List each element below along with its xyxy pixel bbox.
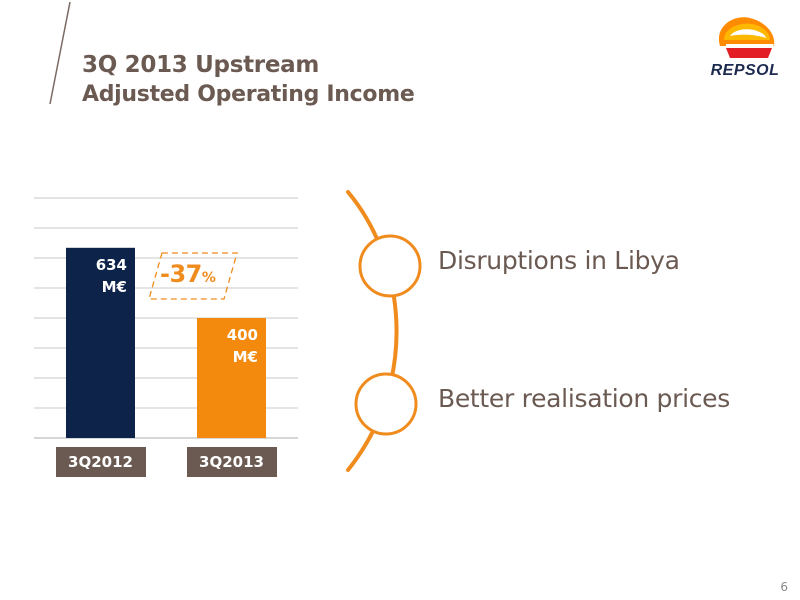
bar-unit-3q2013: M€	[232, 348, 258, 366]
category-label-3q2012: 3Q2012	[55, 447, 146, 477]
bar-value-3q2013: 400	[226, 326, 258, 344]
driver-bullet-circle	[358, 234, 422, 298]
page-title: 3Q 2013 Upstream	[82, 52, 320, 78]
driver-connector	[346, 190, 422, 472]
repsol-logo: REPSOL	[700, 10, 790, 80]
bar-3q2012	[66, 247, 135, 438]
change-callout-box	[148, 252, 238, 300]
page-subtitle: Adjusted Operating Income	[82, 82, 415, 107]
chart-bars	[66, 247, 266, 438]
driver-libya: Disruptions in Libya	[438, 246, 680, 275]
change-unit: %	[201, 270, 216, 286]
driver-bullet-circle	[354, 372, 418, 436]
decorative-slash	[49, 1, 71, 105]
change-callout: -37%	[160, 260, 216, 288]
bar-data-label: 634 M€	[75, 254, 127, 298]
bar-data-label: 400 M€	[206, 324, 258, 368]
bar-3q2013	[197, 318, 266, 438]
repsol-flame-icon	[718, 17, 775, 58]
bar-value-3q2012: 634	[95, 255, 127, 274]
driver-prices: Better realisation prices	[438, 384, 730, 413]
page-number: 6	[780, 580, 788, 594]
category-label-3q2013: 3Q2013	[186, 447, 277, 477]
change-value: -37	[160, 260, 202, 288]
connector-arc	[346, 190, 399, 472]
logo-wordmark: REPSOL	[710, 62, 780, 79]
bar-unit-3q2012: M€	[101, 277, 127, 296]
